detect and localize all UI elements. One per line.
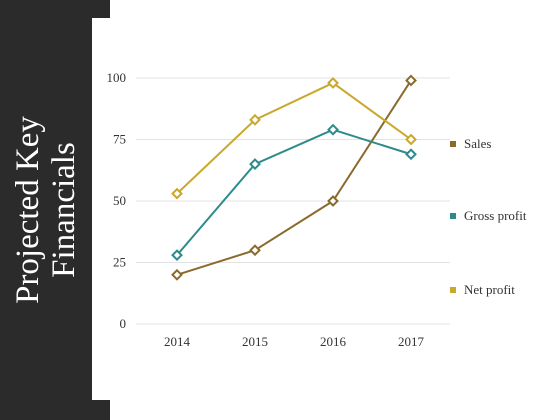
legend-item: Sales xyxy=(450,136,491,152)
data-point xyxy=(171,268,183,281)
chart-legend: Sales Gross profit Net profit xyxy=(450,0,560,420)
series-line xyxy=(176,128,412,256)
legend-label: Sales xyxy=(464,136,492,151)
y-tick-label: 0 xyxy=(120,316,127,331)
series-line xyxy=(176,81,412,195)
legend-swatch xyxy=(450,213,456,219)
legend-item: Net profit xyxy=(450,282,515,298)
data-point xyxy=(249,113,261,126)
title-band xyxy=(0,0,110,420)
legend-swatch xyxy=(450,287,456,293)
data-point xyxy=(249,158,261,171)
data-point xyxy=(249,244,261,257)
x-tick-label: 2015 xyxy=(242,334,268,349)
data-point xyxy=(171,187,183,200)
x-tick-label: 2016 xyxy=(320,334,347,349)
y-tick-label: 100 xyxy=(107,70,127,85)
data-point xyxy=(327,195,339,207)
data-point xyxy=(327,123,339,136)
x-tick-label: 2014 xyxy=(164,334,191,349)
data-point xyxy=(171,249,183,262)
y-tick-label: 25 xyxy=(113,255,126,270)
legend-label: Gross profit xyxy=(464,208,527,223)
accent-panel xyxy=(92,18,110,400)
data-point xyxy=(327,77,339,89)
legend-swatch xyxy=(450,141,456,147)
legend-label: Net profit xyxy=(464,282,515,297)
series-line xyxy=(176,79,412,276)
y-tick-label: 50 xyxy=(113,193,126,208)
data-point xyxy=(405,148,417,161)
data-point xyxy=(405,74,417,87)
x-tick-label: 2017 xyxy=(398,334,425,349)
y-tick-label: 75 xyxy=(113,132,126,147)
legend-item: Gross profit xyxy=(450,208,526,224)
data-point xyxy=(405,133,417,146)
